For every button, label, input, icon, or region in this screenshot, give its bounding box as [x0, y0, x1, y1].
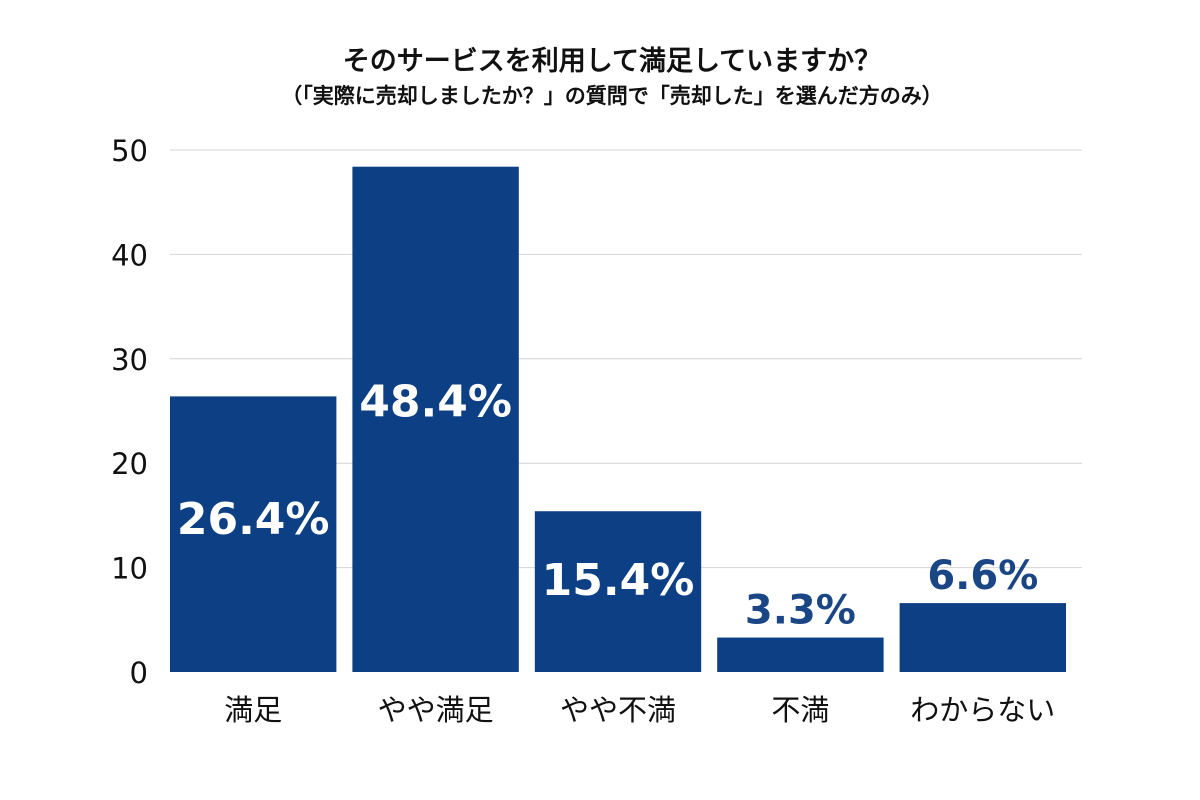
x-tick-label: 不満: [771, 693, 829, 727]
y-tick-label: 10: [111, 552, 148, 586]
data-label: 6.6%: [927, 553, 1038, 599]
x-tick-label: やや満足: [378, 693, 494, 727]
data-label: 26.4%: [177, 494, 330, 545]
bar: [899, 603, 1066, 672]
data-labels: 26.4% 48.4% 15.4% 3.3% 6.6%: [177, 377, 1038, 634]
y-tick-label: 30: [111, 343, 148, 377]
y-tick-label: 0: [130, 656, 148, 690]
y-axis-ticks: 0 10 20 30 40 50: [111, 134, 148, 690]
x-axis-ticks: 満足 やや満足 やや不満 不満 わからない: [224, 693, 1055, 727]
y-tick-label: 20: [111, 447, 148, 481]
x-tick-label: わからない: [910, 693, 1055, 727]
y-tick-label: 50: [111, 134, 148, 168]
bar: [352, 166, 519, 673]
chart-subtitle: （「実際に売却しましたか？」の質問で「売却した」を選んだ方のみ）: [281, 84, 943, 108]
data-label: 15.4%: [542, 555, 695, 606]
data-label: 3.3%: [745, 588, 856, 634]
x-tick-label: やや不満: [560, 693, 676, 727]
chart-title: そのサービスを利用して満足していますか？: [343, 46, 881, 77]
bar: [170, 396, 337, 672]
x-tick-label: 満足: [224, 693, 282, 727]
data-label: 48.4%: [359, 377, 512, 428]
y-tick-label: 40: [111, 238, 148, 272]
bars: [170, 166, 1066, 673]
bar: [534, 511, 702, 672]
bar: [717, 637, 884, 672]
